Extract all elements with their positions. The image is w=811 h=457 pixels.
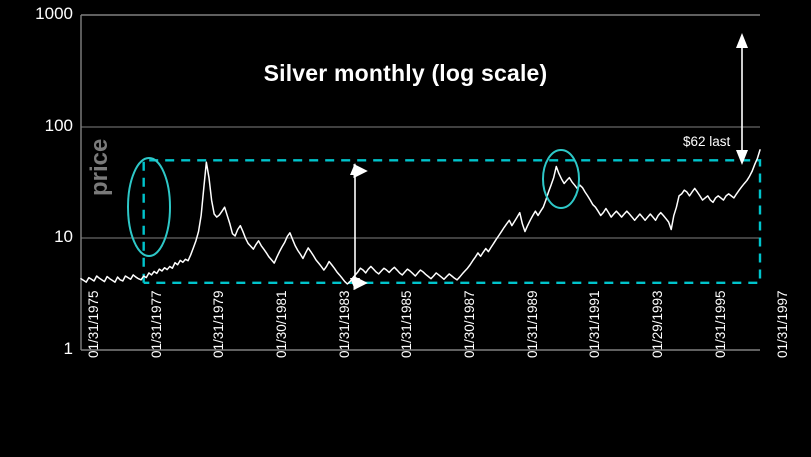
chart-title: Silver monthly (log scale) [263,60,548,86]
y-tick-label: 1 [63,339,73,358]
plot-frame [80,14,760,351]
breakout-arrow [736,33,748,165]
price-series-line [80,149,761,285]
range-height-arrow [350,163,368,291]
last-price-annotation: $62 last [683,134,731,149]
range-box-shape [142,159,762,284]
spike-2011-ellipse [542,149,580,209]
y-tick-label: 1000 [35,4,73,23]
spike-1980-ellipse [127,157,171,257]
gridlines [81,126,760,239]
y-tick-label: 100 [44,115,73,135]
y-tick-label: 10 [54,227,73,247]
